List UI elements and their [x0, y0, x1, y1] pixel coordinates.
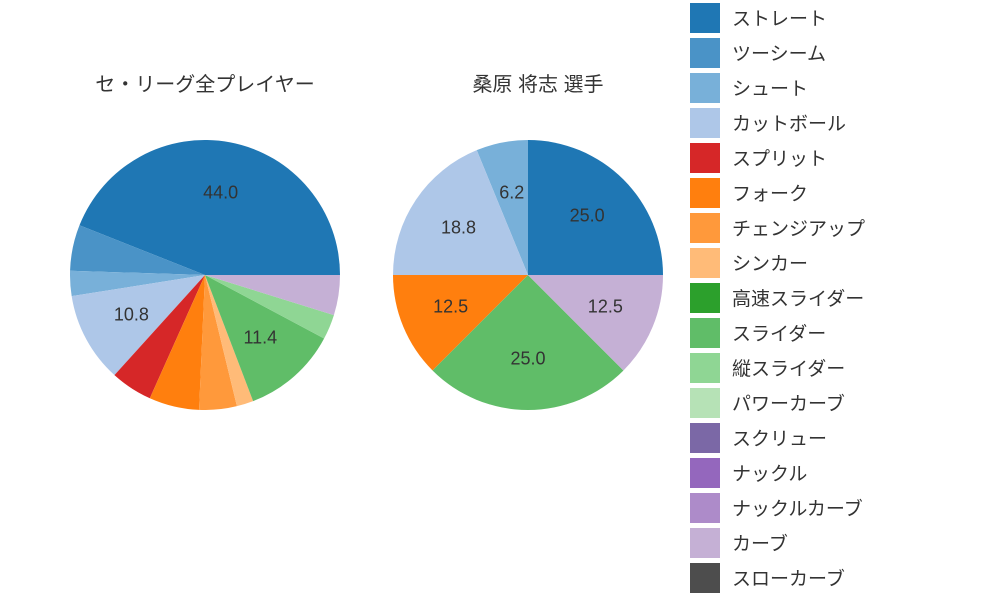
legend-swatch	[690, 318, 720, 348]
legend-label: ナックルカーブ	[732, 494, 863, 521]
legend-swatch	[690, 283, 720, 313]
legend-label: シュート	[732, 74, 808, 101]
legend-item: スプリット	[690, 140, 980, 175]
legend-item: 高速スライダー	[690, 280, 980, 315]
legend-item: カットボール	[690, 105, 980, 140]
legend-swatch	[690, 493, 720, 523]
legend-item: スクリュー	[690, 420, 980, 455]
legend-label: パワーカーブ	[732, 389, 845, 416]
legend-swatch	[690, 388, 720, 418]
legend-item: ストレート	[690, 0, 980, 35]
legend-item: ナックルカーブ	[690, 490, 980, 525]
legend-item: ツーシーム	[690, 35, 980, 70]
legend: ストレートツーシームシュートカットボールスプリットフォークチェンジアップシンカー…	[690, 0, 980, 595]
legend-label: スプリット	[732, 144, 827, 171]
pie-slice	[528, 140, 663, 275]
legend-swatch	[690, 563, 720, 593]
legend-swatch	[690, 3, 720, 33]
legend-label: カーブ	[732, 529, 788, 556]
pie-2-svg	[393, 140, 663, 410]
legend-label: チェンジアップ	[732, 214, 865, 241]
legend-item: ナックル	[690, 455, 980, 490]
legend-swatch	[690, 213, 720, 243]
pie-1-svg	[70, 140, 340, 410]
legend-label: フォーク	[732, 179, 808, 206]
legend-item: カーブ	[690, 525, 980, 560]
legend-label: スクリュー	[732, 424, 827, 451]
legend-swatch	[690, 248, 720, 278]
legend-swatch	[690, 73, 720, 103]
legend-item: チェンジアップ	[690, 210, 980, 245]
chart-container: セ・リーグ全プレイヤー 桑原 将志 選手 ストレートツーシームシュートカットボー…	[0, 0, 1000, 600]
pie2	[393, 140, 663, 410]
legend-swatch	[690, 353, 720, 383]
legend-item: シンカー	[690, 245, 980, 280]
legend-swatch	[690, 458, 720, 488]
legend-label: カットボール	[732, 109, 846, 136]
legend-swatch	[690, 528, 720, 558]
legend-label: 縦スライダー	[732, 354, 845, 381]
legend-label: スライダー	[732, 319, 826, 346]
legend-label: ツーシーム	[732, 39, 826, 66]
legend-swatch	[690, 143, 720, 173]
legend-item: スライダー	[690, 315, 980, 350]
legend-label: シンカー	[732, 249, 808, 276]
legend-item: シュート	[690, 70, 980, 105]
legend-label: ストレート	[732, 4, 827, 31]
pie1	[70, 140, 340, 410]
legend-item: 縦スライダー	[690, 350, 980, 385]
pie1-title: セ・リーグ全プレイヤー	[65, 68, 345, 97]
legend-label: ナックル	[732, 459, 807, 486]
legend-label: スローカーブ	[732, 564, 845, 591]
legend-item: スローカーブ	[690, 560, 980, 595]
legend-swatch	[690, 38, 720, 68]
legend-item: フォーク	[690, 175, 980, 210]
legend-label: 高速スライダー	[732, 284, 864, 311]
pie2-title: 桑原 将志 選手	[398, 68, 678, 97]
legend-swatch	[690, 178, 720, 208]
legend-item: パワーカーブ	[690, 385, 980, 420]
legend-swatch	[690, 423, 720, 453]
legend-swatch	[690, 108, 720, 138]
